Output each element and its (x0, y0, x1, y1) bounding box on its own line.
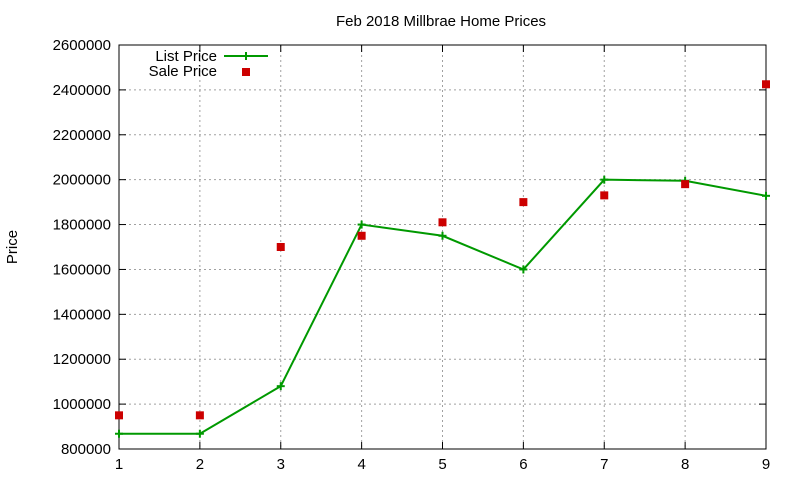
x-tick-label: 2 (196, 456, 204, 473)
chart-title: Feb 2018 Millbrae Home Prices (336, 13, 546, 30)
y-tick-label: 2600000 (53, 37, 111, 54)
x-tick-label: 3 (277, 456, 285, 473)
list-price-point (438, 231, 447, 240)
x-tick-label: 6 (519, 456, 527, 473)
grid-lines (119, 45, 766, 449)
legend-marker-list-price (242, 52, 250, 60)
list-price-point (519, 265, 528, 274)
list-price-point (195, 429, 204, 438)
list-price-point (357, 220, 366, 229)
legend-label-sale-price: Sale Price (149, 63, 217, 80)
sale-price-point (195, 411, 204, 420)
y-tick-label: 2400000 (53, 82, 111, 99)
x-tick-label: 9 (762, 456, 770, 473)
x-tick-label: 7 (600, 456, 608, 473)
sale-price-point (681, 180, 690, 189)
legend-label-list-price: List Price (155, 48, 217, 65)
x-tick-label: 5 (438, 456, 446, 473)
y-tick-label: 1000000 (53, 396, 111, 413)
list-price-point (115, 429, 123, 438)
legend-marker-sale-price (242, 68, 250, 76)
y-tick-label: 800000 (61, 441, 111, 458)
list-price-point (600, 175, 609, 184)
sale-price-point (357, 231, 366, 240)
x-tick-label: 1 (115, 456, 123, 473)
sale-price-point (438, 218, 447, 227)
list-price-point (276, 382, 285, 391)
y-tick-label: 1800000 (53, 217, 111, 234)
y-tick-label: 2000000 (53, 172, 111, 189)
axis-ticks: 800000 1000000 1200000 1400000 1600000 180000… (53, 37, 771, 473)
y-tick-label: 2200000 (53, 127, 111, 144)
y-tick-label: 1600000 (53, 261, 111, 278)
sale-price-point (519, 198, 528, 207)
series-layer (115, 80, 770, 438)
y-tick-label: 1200000 (53, 351, 111, 368)
x-tick-label: 8 (681, 456, 689, 473)
sale-price-point (762, 80, 770, 89)
sale-price-point (276, 243, 285, 251)
list-price-point (762, 191, 770, 200)
y-axis-label: Price (4, 230, 21, 264)
sale-price-point (115, 411, 123, 420)
y-tick-label: 1400000 (53, 306, 111, 323)
sale-price-point (600, 191, 609, 200)
x-tick-label: 4 (357, 456, 365, 473)
